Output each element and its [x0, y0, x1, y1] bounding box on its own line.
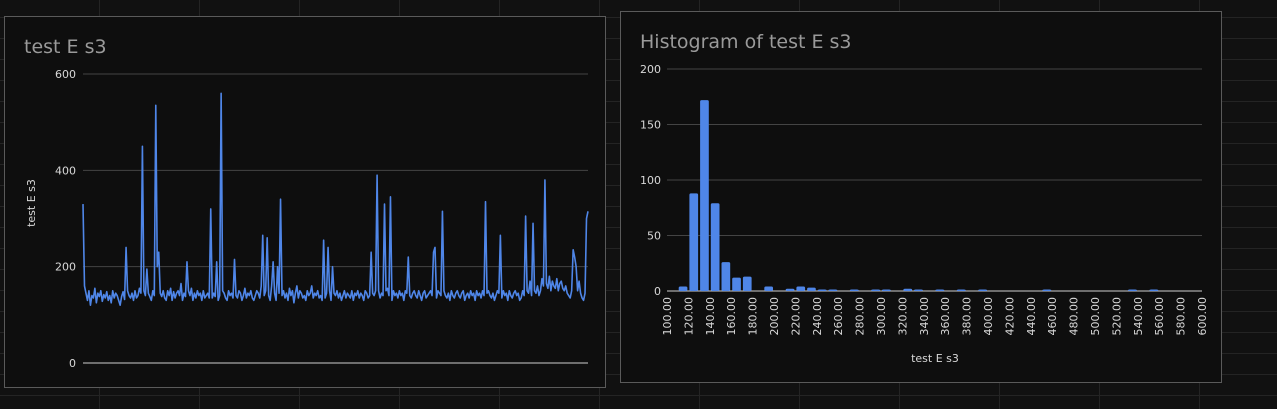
histogram-bar	[849, 289, 859, 291]
histogram-bar	[742, 276, 752, 291]
histogram-x-axis-label: test E s3	[911, 352, 959, 365]
histogram-x-tick-label: 440.00	[1025, 297, 1038, 336]
histogram-x-tick-label: 360.00	[939, 297, 952, 336]
histogram-x-tick-label: 540.00	[1132, 297, 1145, 336]
histogram-bar	[721, 262, 731, 291]
line-chart-y-axis-label: test E s3	[25, 179, 38, 227]
histogram-bar	[956, 289, 966, 291]
histogram-y-tick-label: 150	[640, 119, 661, 132]
histogram-bar	[935, 289, 945, 291]
line-chart-panel[interactable]: test E s3 test E s3 0 200 400 600	[4, 16, 606, 388]
histogram-bar	[871, 289, 880, 291]
histogram-x-tick-label: 600.00	[1196, 297, 1209, 336]
histogram-x-tick-label: 500.00	[1089, 297, 1102, 336]
histogram-x-tick-label: 300.00	[875, 297, 888, 336]
histogram-bar	[1128, 289, 1137, 291]
line-chart-y-tick-label: 400	[55, 164, 76, 177]
histogram-x-tick-label: 460.00	[1046, 297, 1059, 336]
histogram-x-tick-label: 560.00	[1153, 297, 1166, 336]
histogram-y-tick-label: 200	[640, 63, 661, 76]
histogram-bar	[1149, 289, 1159, 291]
histogram-chart-title: Histogram of test E s3	[640, 31, 852, 53]
histogram-x-tick-label: 480.00	[1068, 297, 1081, 336]
histogram-bar	[828, 289, 838, 291]
histogram-bar	[882, 289, 891, 291]
line-chart-y-tick-label: 200	[55, 261, 76, 274]
histogram-x-tick-label: 420.00	[1003, 297, 1016, 336]
histogram-chart-panel[interactable]: Histogram of test E s3 test E s3 0 50 100 1…	[620, 11, 1222, 383]
histogram-chart: Histogram of test E s3 test E s3 0 50 100 1…	[640, 31, 1209, 365]
histogram-bar	[817, 289, 827, 291]
histogram-bar	[732, 277, 741, 291]
histogram-x-tick-label: 220.00	[789, 297, 802, 336]
histogram-x-tick-label: 580.00	[1175, 297, 1188, 336]
histogram-x-tick-label: 240.00	[811, 297, 824, 336]
line-chart: test E s3 test E s3 0 200 400 600	[24, 36, 589, 370]
histogram-bar	[678, 286, 688, 291]
histogram-bar	[1042, 289, 1052, 291]
histogram-x-tick-label: 180.00	[747, 297, 760, 336]
histogram-bar	[764, 286, 773, 291]
histogram-bar	[796, 286, 806, 291]
line-chart-y-tick-label: 0	[69, 357, 76, 370]
histogram-x-tick-label: 260.00	[832, 297, 845, 336]
histogram-y-tick-label: 0	[654, 285, 661, 298]
histogram-x-tick-label: 380.00	[961, 297, 974, 336]
histogram-bar	[700, 100, 709, 291]
histogram-x-tick-label: 400.00	[982, 297, 995, 336]
histogram-bar	[978, 289, 987, 291]
line-chart-title: test E s3	[24, 36, 107, 58]
histogram-bar	[689, 193, 699, 291]
histogram-x-tick-label: 520.00	[1110, 297, 1123, 336]
histogram-x-tick-label: 100.00	[661, 297, 674, 336]
histogram-bar	[807, 287, 816, 291]
histogram-bar	[903, 288, 913, 291]
histogram-x-tick-label: 140.00	[704, 297, 717, 336]
histogram-x-tick-label: 200.00	[768, 297, 781, 336]
histogram-x-tick-label: 340.00	[918, 297, 931, 336]
histogram-x-tick-label: 280.00	[854, 297, 867, 336]
histogram-bar	[710, 203, 720, 291]
histogram-x-tick-label: 160.00	[725, 297, 738, 336]
histogram-y-tick-label: 100	[640, 174, 661, 187]
histogram-x-tick-label: 320.00	[896, 297, 909, 336]
histogram-y-tick-label: 50	[647, 230, 661, 243]
line-chart-y-tick-label: 600	[55, 68, 76, 81]
histogram-bar	[785, 288, 795, 291]
histogram-x-tick-label: 120.00	[682, 297, 695, 336]
histogram-bar	[914, 289, 923, 291]
line-chart-series-line	[82, 92, 589, 307]
